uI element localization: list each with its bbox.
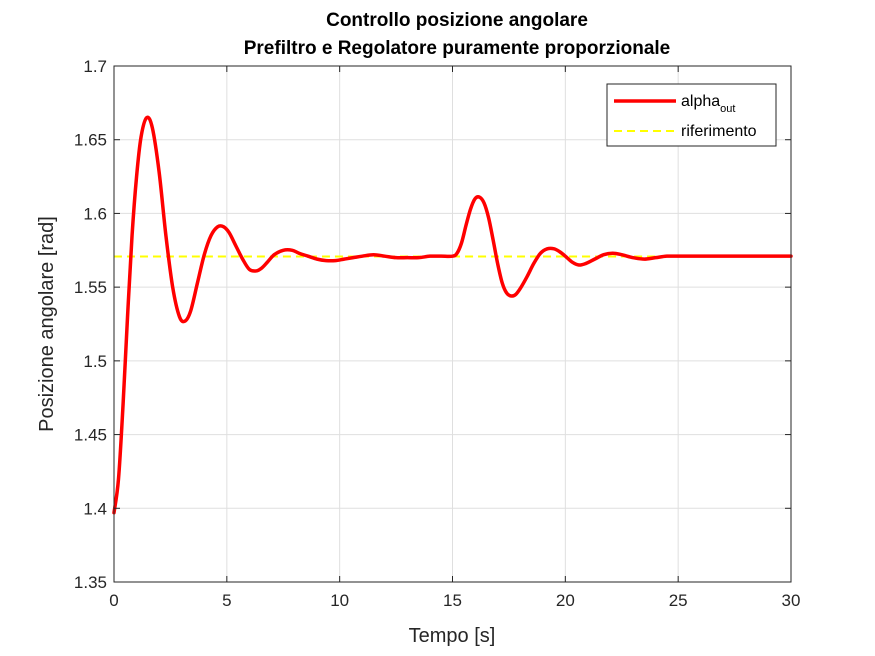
y-tick-label: 1.5 [83,352,107,371]
y-tick-label: 1.65 [74,131,107,150]
legend-label-riferimento: riferimento [681,123,757,140]
y-tick-label: 1.4 [83,499,107,518]
chart-title-line-2: Prefiltro e Regolatore puramente proporz… [244,38,671,59]
y-tick-label: 1.7 [83,57,107,76]
y-tick-label: 1.6 [83,204,107,223]
y-axis-label: Posizione angolare [rad] [36,216,58,432]
x-tick-label: 10 [330,591,349,610]
legend: alphaout riferimento [606,83,777,147]
legend-label-alpha: alphaout [681,93,735,115]
x-tick-label: 25 [669,591,688,610]
x-tick-label: 0 [109,591,118,610]
ticks: 0 5 10 15 20 25 30 1.35 1.4 1.45 1.5 1.55 1.6 1.65 1.7 [74,57,801,610]
series-group [112,115,793,515]
legend-label-alpha-subscript: out [720,103,735,115]
y-tick-label: 1.55 [74,278,107,297]
y-tick-label: 1.35 [74,573,107,592]
legend-label-alpha-base: alpha [681,93,720,110]
x-axis-label: Tempo [s] [409,625,496,647]
chart-title-line-1: Controllo posizione angolare [326,10,588,31]
x-tick-label: 20 [556,591,575,610]
series-line-alpha-out [112,115,793,515]
x-tick-label: 30 [782,591,801,610]
x-tick-label: 5 [222,591,231,610]
grid [114,66,791,582]
x-tick-label: 15 [443,591,462,610]
legend-box [606,83,777,147]
y-tick-label: 1.45 [74,426,107,445]
